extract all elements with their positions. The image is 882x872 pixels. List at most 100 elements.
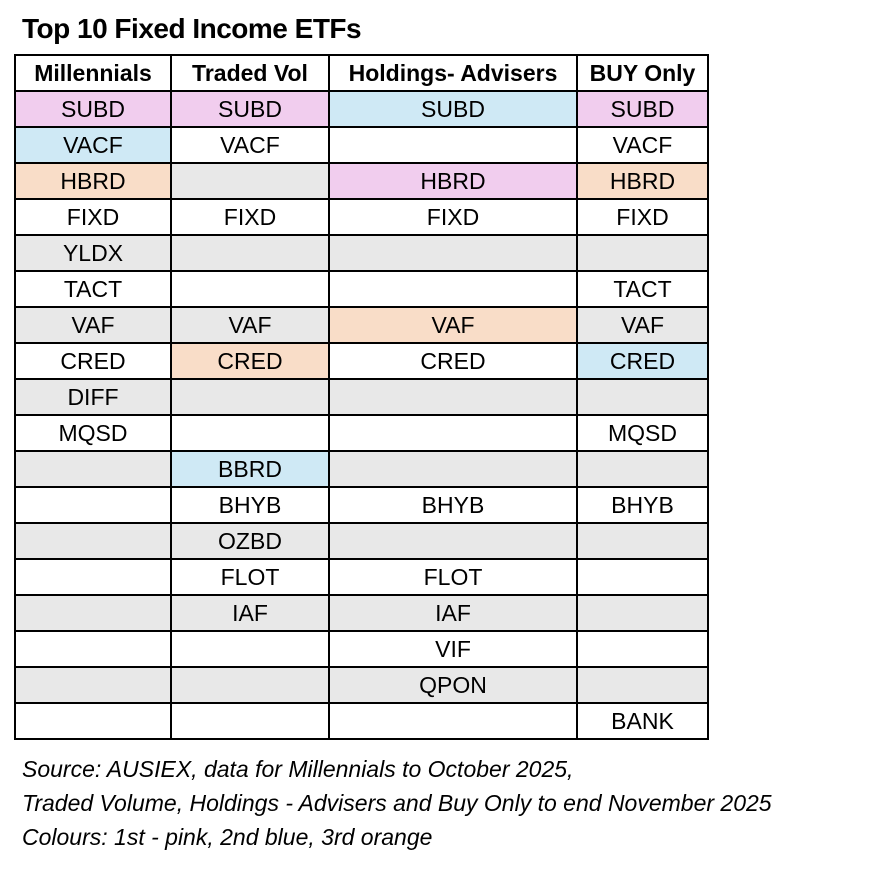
etf-cell: FIXD bbox=[328, 198, 578, 236]
etf-cell bbox=[170, 378, 330, 416]
etf-cell bbox=[14, 666, 172, 704]
table-row: FIXD FIXD FIXD FIXD bbox=[14, 198, 709, 236]
etf-cell: CRED bbox=[328, 342, 578, 380]
etf-cell: TACT bbox=[576, 270, 709, 308]
etf-table-body: SUBD SUBD SUBD SUBD VACF VACF VACF HBRD HBRD HBRD… bbox=[14, 90, 709, 740]
etf-cell: SUBD bbox=[576, 90, 709, 128]
etf-cell bbox=[14, 486, 172, 524]
colour-key-line: Colours: 1st - pink, 2nd blue, 3rd orang… bbox=[22, 824, 433, 850]
etf-cell bbox=[576, 522, 709, 560]
etf-cell bbox=[576, 594, 709, 632]
etf-cell: IAF bbox=[328, 594, 578, 632]
etf-cell bbox=[170, 666, 330, 704]
header-row: Millennials Traded Vol Holdings- Advisers B… bbox=[14, 54, 709, 92]
table-row: OZBD bbox=[14, 522, 709, 560]
table-row: VAF VAF VAF VAF bbox=[14, 306, 709, 344]
column-header-1: Traded Vol bbox=[170, 54, 330, 92]
source-line-2: Traded Volume, Holdings - Advisers and B… bbox=[22, 790, 772, 816]
etf-cell: VACF bbox=[576, 126, 709, 164]
etf-cell: HBRD bbox=[576, 162, 709, 200]
etf-cell bbox=[170, 270, 330, 308]
etf-cell: CRED bbox=[14, 342, 172, 380]
etf-cell bbox=[576, 666, 709, 704]
etf-cell bbox=[14, 558, 172, 596]
etf-cell: VAF bbox=[170, 306, 330, 344]
etf-cell bbox=[14, 450, 172, 488]
table-row: BBRD bbox=[14, 450, 709, 488]
etf-cell bbox=[576, 558, 709, 596]
etf-cell: VACF bbox=[14, 126, 172, 164]
etf-cell: VIF bbox=[328, 630, 578, 668]
etf-cell: IAF bbox=[170, 594, 330, 632]
etf-cell bbox=[170, 414, 330, 452]
etf-cell bbox=[170, 234, 330, 272]
etf-cell: SUBD bbox=[328, 90, 578, 128]
etf-cell: VAF bbox=[576, 306, 709, 344]
etf-cell: HBRD bbox=[14, 162, 172, 200]
etf-cell: FIXD bbox=[14, 198, 172, 236]
etf-cell: SUBD bbox=[14, 90, 172, 128]
etf-cell: BANK bbox=[576, 702, 709, 740]
etf-cell bbox=[328, 414, 578, 452]
etf-cell: BBRD bbox=[170, 450, 330, 488]
etf-cell: OZBD bbox=[170, 522, 330, 560]
etf-cell bbox=[14, 702, 172, 740]
etf-cell: FLOT bbox=[328, 558, 578, 596]
etf-cell bbox=[328, 450, 578, 488]
column-header-0: Millennials bbox=[14, 54, 172, 92]
etf-table: Millennials Traded Vol Holdings- Advisers B… bbox=[14, 54, 709, 740]
etf-cell bbox=[328, 270, 578, 308]
etf-cell: CRED bbox=[576, 342, 709, 380]
etf-cell bbox=[328, 234, 578, 272]
etf-cell bbox=[576, 630, 709, 668]
etf-cell: BHYB bbox=[170, 486, 330, 524]
etf-cell: MQSD bbox=[14, 414, 172, 452]
etf-cell bbox=[170, 702, 330, 740]
etf-cell bbox=[328, 702, 578, 740]
table-row: VACF VACF VACF bbox=[14, 126, 709, 164]
etf-cell bbox=[14, 522, 172, 560]
table-row: BHYB BHYB BHYB bbox=[14, 486, 709, 524]
etf-cell: VAF bbox=[14, 306, 172, 344]
table-row: IAF IAF bbox=[14, 594, 709, 632]
source-line-1: Source: AUSIEX, data for Millennials to … bbox=[22, 756, 574, 782]
etf-cell: YLDX bbox=[14, 234, 172, 272]
table-row: VIF bbox=[14, 630, 709, 668]
page-title: Top 10 Fixed Income ETFs bbox=[22, 13, 362, 44]
etf-cell: TACT bbox=[14, 270, 172, 308]
etf-cell: QPON bbox=[328, 666, 578, 704]
table-row: SUBD SUBD SUBD SUBD bbox=[14, 90, 709, 128]
table-row: FLOT FLOT bbox=[14, 558, 709, 596]
etf-cell: SUBD bbox=[170, 90, 330, 128]
etf-cell bbox=[576, 378, 709, 416]
table-row: HBRD HBRD HBRD bbox=[14, 162, 709, 200]
etf-cell: MQSD bbox=[576, 414, 709, 452]
etf-cell bbox=[14, 630, 172, 668]
etf-cell bbox=[170, 630, 330, 668]
etf-cell: FLOT bbox=[170, 558, 330, 596]
etf-cell bbox=[576, 450, 709, 488]
etf-cell: BHYB bbox=[328, 486, 578, 524]
etf-cell bbox=[328, 378, 578, 416]
etf-cell bbox=[576, 234, 709, 272]
column-header-2: Holdings- Advisers bbox=[328, 54, 578, 92]
etf-cell: FIXD bbox=[170, 198, 330, 236]
etf-cell: VACF bbox=[170, 126, 330, 164]
etf-cell: DIFF bbox=[14, 378, 172, 416]
table-row: YLDX bbox=[14, 234, 709, 272]
table-row: TACT TACT bbox=[14, 270, 709, 308]
column-header-3: BUY Only bbox=[576, 54, 709, 92]
etf-cell: CRED bbox=[170, 342, 330, 380]
etf-table-header: Millennials Traded Vol Holdings- Advisers B… bbox=[14, 54, 709, 92]
etf-cell bbox=[170, 162, 330, 200]
etf-cell bbox=[328, 522, 578, 560]
etf-cell: VAF bbox=[328, 306, 578, 344]
table-row: DIFF bbox=[14, 378, 709, 416]
etf-cell bbox=[14, 594, 172, 632]
table-row: QPON bbox=[14, 666, 709, 704]
table-row: CRED CRED CRED CRED bbox=[14, 342, 709, 380]
etf-cell: HBRD bbox=[328, 162, 578, 200]
table-row: MQSD MQSD bbox=[14, 414, 709, 452]
etf-cell bbox=[328, 126, 578, 164]
